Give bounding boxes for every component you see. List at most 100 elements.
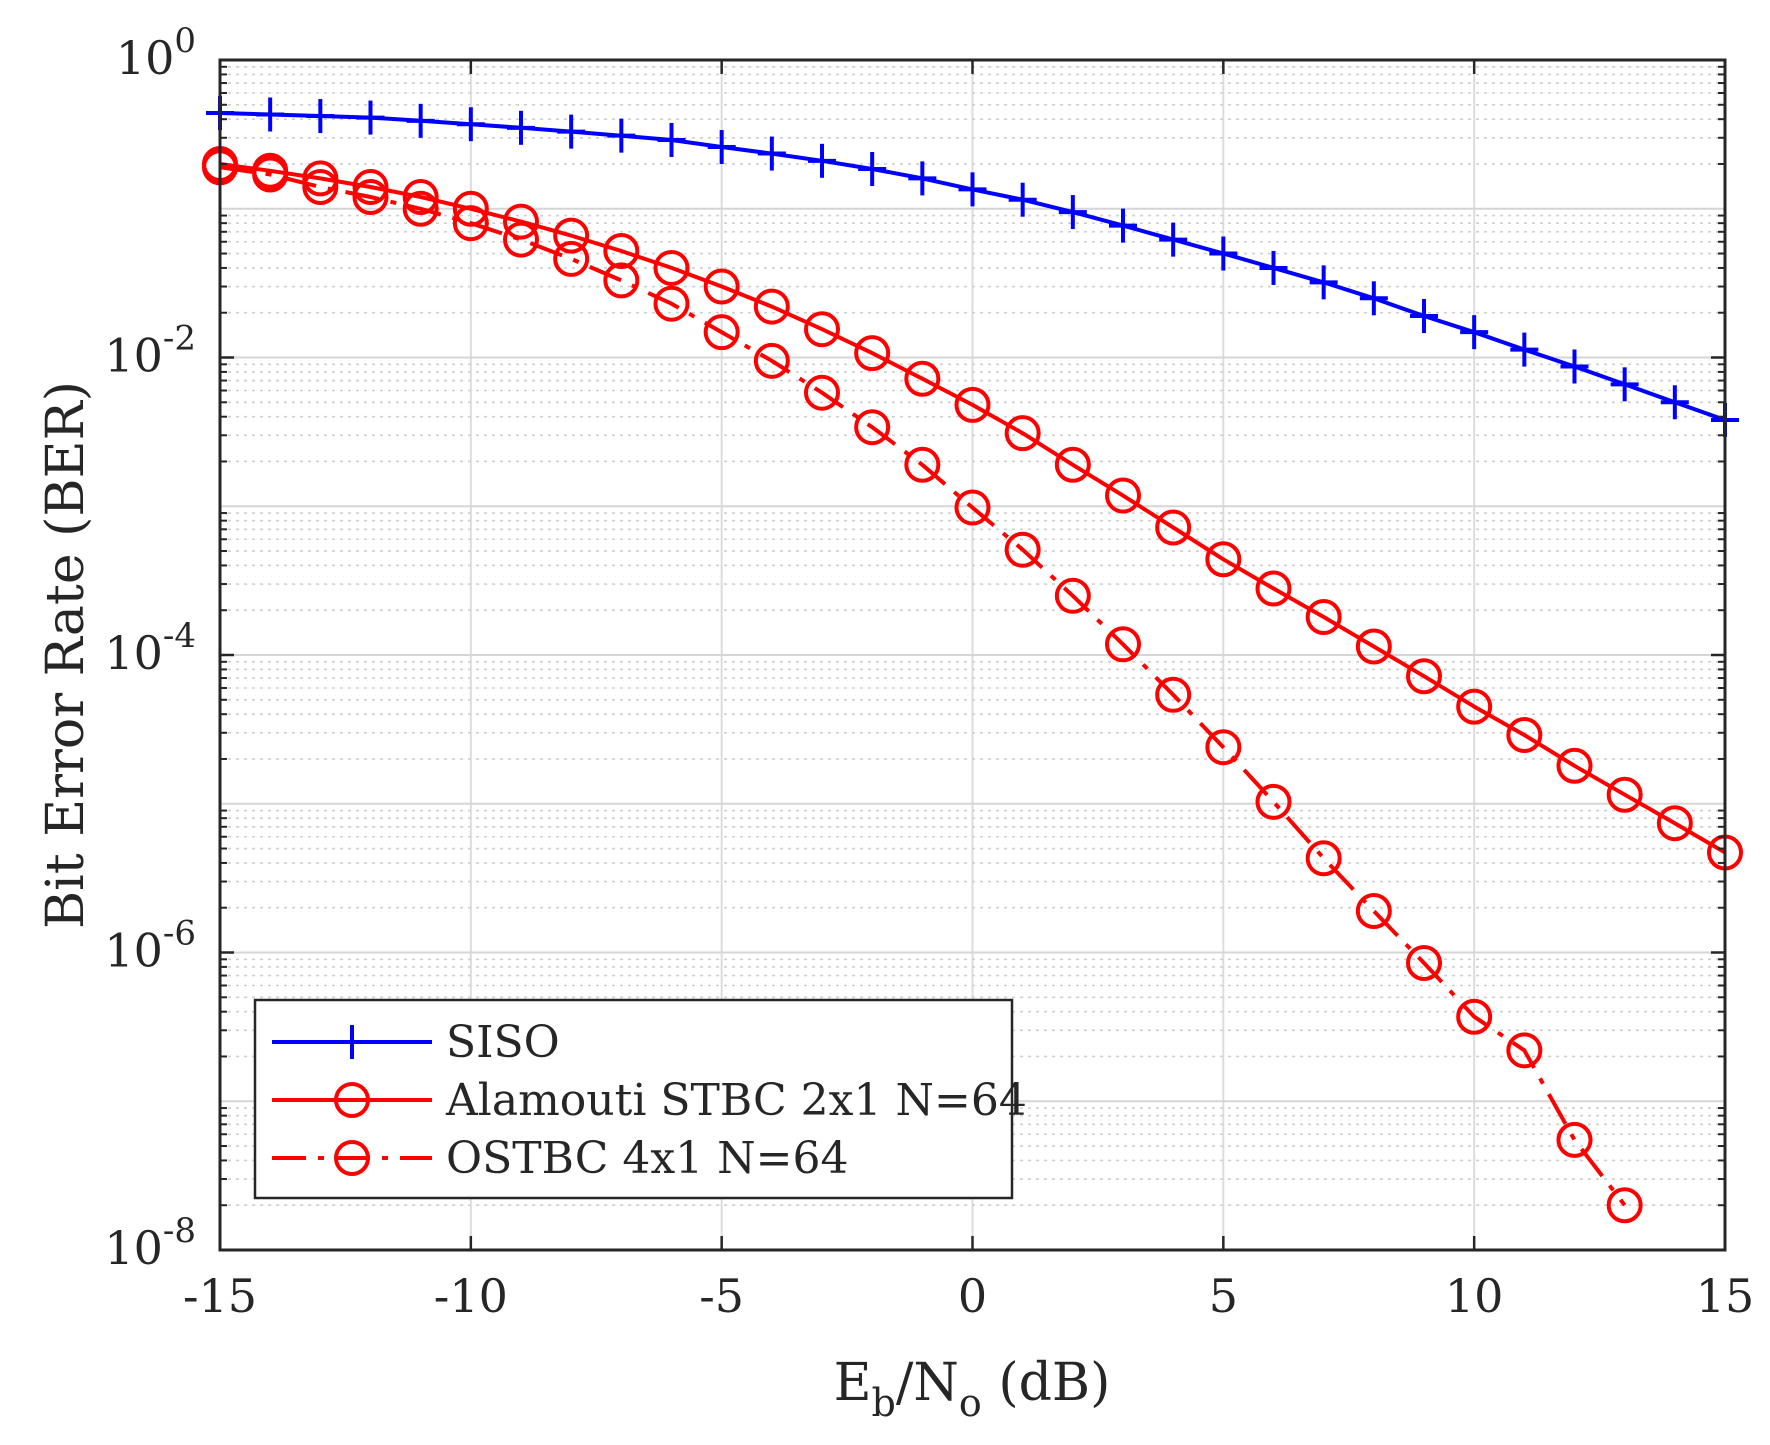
legend: SISO Alamouti STBC 2x1 N=64 OSTBC 4x1 N=64 [253, 998, 1027, 1200]
y-tick-label: 10-8 [104, 1211, 196, 1275]
data-point [402, 178, 439, 215]
data-point [753, 288, 790, 325]
x-tick-label: -15 [183, 1269, 257, 1323]
data-point [557, 114, 586, 149]
data-point [352, 178, 389, 215]
data-point [854, 409, 891, 446]
legend-marker [338, 1025, 366, 1059]
data-point [352, 169, 389, 206]
data-point [603, 262, 640, 299]
data-point [1205, 729, 1242, 766]
data-point [1105, 626, 1141, 663]
data-point [1004, 415, 1041, 452]
data-point [1355, 893, 1392, 930]
x-tick-label: 15 [1696, 1269, 1755, 1323]
data-point [707, 130, 736, 165]
data-point [503, 221, 539, 258]
data-point [1209, 236, 1238, 271]
data-point [607, 118, 636, 153]
data-point [1506, 1032, 1543, 1069]
x-axis-title: Eb/No (dB) [834, 1353, 1111, 1425]
y-tick-label: 10-4 [104, 616, 196, 680]
y-tick-label: 100 [116, 21, 196, 85]
data-point [1606, 776, 1643, 813]
x-tick-label: -10 [434, 1269, 508, 1323]
data-point [553, 240, 590, 277]
data-point [1355, 628, 1392, 665]
data-point [503, 203, 539, 240]
x-tick-label: 10 [1445, 1269, 1504, 1323]
data-point [1058, 195, 1087, 230]
data-point [958, 172, 987, 207]
data-point [256, 97, 285, 132]
data-point [1406, 944, 1442, 981]
data-point [904, 360, 941, 397]
data-point [1406, 658, 1442, 695]
data-point [703, 268, 740, 305]
data-point [1456, 998, 1493, 1035]
data-point [1305, 840, 1342, 877]
data-point [753, 342, 790, 379]
data-point [1259, 250, 1288, 285]
data-point [1610, 367, 1639, 402]
data-point [808, 143, 836, 178]
y-tick-label: 10-2 [104, 319, 196, 383]
data-point [804, 311, 840, 348]
data-point [1054, 446, 1091, 483]
data-point [954, 489, 991, 526]
data-point [908, 161, 937, 196]
x-tick-label: -5 [699, 1269, 744, 1323]
data-point [456, 107, 485, 142]
data-point [1155, 509, 1192, 546]
legend-entry-1: SISO [272, 1017, 560, 1068]
data-point [1159, 222, 1188, 257]
data-point [1560, 349, 1589, 384]
data-point [1460, 315, 1489, 350]
data-point [653, 285, 690, 322]
data-point [657, 122, 686, 157]
data-point [1109, 208, 1137, 243]
series-3 [202, 149, 1643, 1224]
data-point [1004, 531, 1041, 568]
data-point [1506, 716, 1543, 753]
legend-marker [334, 1140, 370, 1176]
legend-label: OSTBC 4x1 N=64 [446, 1133, 849, 1184]
data-point [804, 374, 840, 411]
data-point [302, 160, 339, 197]
data-point [402, 190, 439, 227]
data-point [1410, 299, 1438, 334]
data-point [356, 100, 385, 135]
data-point [703, 314, 740, 351]
data-point [1054, 577, 1091, 614]
data-point [1255, 570, 1292, 607]
legend-label: SISO [446, 1017, 560, 1068]
data-point [306, 99, 335, 134]
data-point [252, 156, 289, 193]
data-point [1510, 332, 1539, 367]
ticks: -15 -10 -5 0 5 10 15 100 10-2 10-4 10-6 10-8 [104, 21, 1754, 1323]
data-point [904, 446, 941, 483]
data-point [1556, 747, 1593, 784]
data-point [1205, 541, 1242, 578]
x-tick-label: 0 [958, 1269, 987, 1323]
data-point [1305, 599, 1342, 636]
data-point [1660, 385, 1689, 420]
data-point [553, 217, 590, 254]
data-point [1606, 1187, 1643, 1224]
y-tick-label: 10-6 [104, 914, 196, 978]
data-point [1105, 477, 1141, 514]
data-point [1008, 182, 1037, 217]
data-point [1255, 783, 1292, 820]
legend-label: Alamouti STBC 2x1 N=64 [445, 1075, 1027, 1126]
data-point [1656, 805, 1693, 842]
legend-entry-3: OSTBC 4x1 N=64 [272, 1133, 849, 1184]
data-point [757, 136, 786, 171]
legend-items: SISO Alamouti STBC 2x1 N=64 OSTBC 4x1 N=64 [272, 1017, 1027, 1184]
data-point [1359, 281, 1388, 316]
data-point [406, 103, 435, 138]
data-point [507, 110, 535, 145]
data-point [1155, 676, 1192, 713]
legend-entry-2: Alamouti STBC 2x1 N=64 [272, 1075, 1027, 1126]
data-point [858, 152, 887, 187]
